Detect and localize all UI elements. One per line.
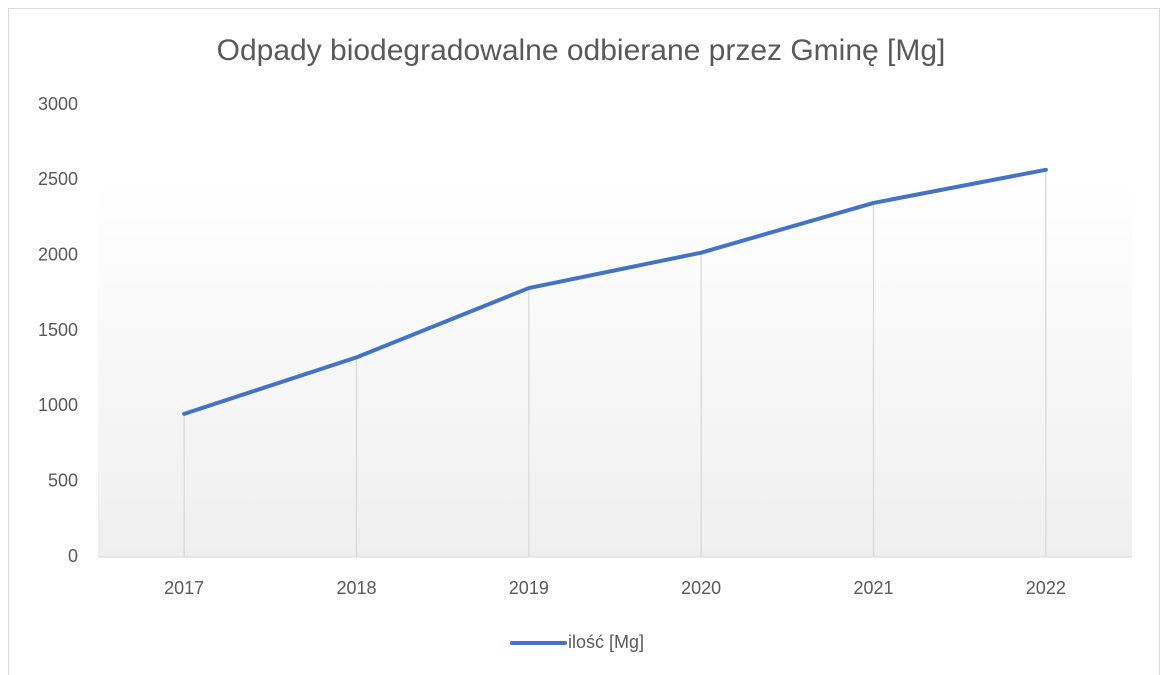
y-tick-label: 3000 [38, 94, 78, 114]
x-tick-label: 2017 [164, 578, 204, 598]
x-tick-label: 2021 [853, 578, 893, 598]
chart-title: Odpady biodegradowalne odbierane przez G… [217, 34, 946, 67]
series-line [182, 167, 1048, 416]
legend-label: ilość [Mg] [568, 632, 644, 652]
x-tick-label: 2019 [509, 578, 549, 598]
x-tick-label: 2020 [681, 578, 721, 598]
plot-background [98, 180, 1132, 557]
y-tick-label: 2500 [38, 169, 78, 189]
y-tick-label: 2000 [38, 244, 78, 264]
x-tick-label: 2018 [336, 578, 376, 598]
y-tick-label: 500 [48, 470, 78, 490]
y-tick-label: 0 [68, 546, 78, 566]
y-tick-label: 1000 [38, 395, 78, 415]
x-tick-label: 2022 [1026, 578, 1066, 598]
y-tick-label: 1500 [38, 320, 78, 340]
